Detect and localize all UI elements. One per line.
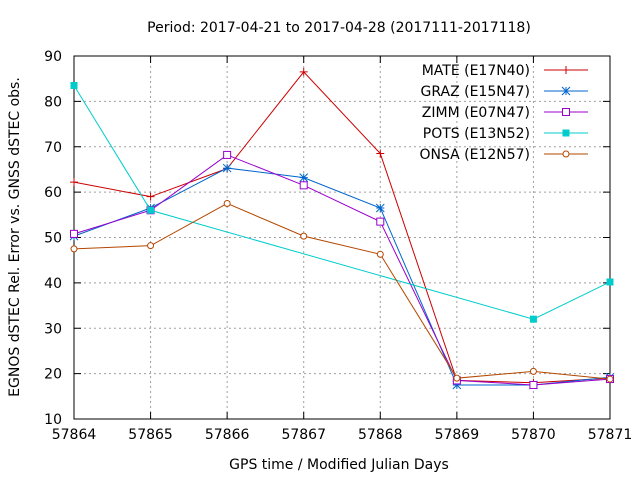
y-axis-label: EGNOS dSTEC Rel. Error vs. GNSS dSTEC ob… <box>7 77 23 397</box>
chart-title: Period: 2017-04-21 to 2017-04-28 (201711… <box>147 20 531 36</box>
legend-marker-onsa <box>562 150 570 158</box>
data-point-graz <box>452 380 462 390</box>
legend-label-graz: GRAZ (E15N47) <box>421 84 531 100</box>
x-tick-label: 57871 <box>588 427 633 443</box>
data-point-onsa <box>70 245 78 253</box>
series-zimm <box>70 150 614 389</box>
data-point-graz <box>299 173 309 182</box>
y-tick-label: 70 <box>44 140 62 156</box>
series-line-zimm <box>73 154 611 386</box>
legend-label-onsa: ONSA (E12N57) <box>419 147 530 163</box>
data-point-pots <box>147 206 155 214</box>
data-point-graz <box>375 203 385 213</box>
series-pots <box>70 81 614 323</box>
y-tick-label: 40 <box>44 276 62 292</box>
x-tick-label: 57864 <box>52 427 97 443</box>
x-tick-label: 57865 <box>128 427 173 443</box>
data-point-zimm <box>529 380 538 389</box>
series-group <box>69 67 615 390</box>
legend-label-zimm: ZIMM (E07N47) <box>422 105 530 121</box>
data-point-onsa <box>223 199 231 207</box>
series-line-graz <box>73 167 611 386</box>
legend-label-mate: MATE (E17N40) <box>422 63 530 79</box>
series-graz <box>69 163 615 390</box>
legend-marker-graz <box>561 86 571 96</box>
x-tick-label: 57870 <box>511 427 556 443</box>
y-tick-label: 20 <box>44 367 62 383</box>
x-tick-label: 57866 <box>205 427 250 443</box>
data-point-mate <box>70 178 78 187</box>
data-point-mate <box>376 149 385 158</box>
legend-label-pots: POTS (E13N52) <box>423 126 530 142</box>
series-onsa <box>70 199 614 383</box>
y-tick-label: 30 <box>44 321 62 337</box>
data-point-onsa <box>376 250 384 258</box>
series-line-onsa <box>73 202 611 380</box>
data-point-onsa <box>300 232 308 240</box>
series-mate <box>70 67 614 387</box>
data-point-mate <box>299 67 308 76</box>
y-tick-label: 50 <box>44 231 62 247</box>
x-tick-label: 57868 <box>358 427 403 443</box>
data-point-zimm <box>223 150 232 159</box>
data-point-graz <box>222 163 232 173</box>
series-line-pots <box>73 85 611 320</box>
x-axis-label: GPS time / Modified Julian Days <box>229 457 449 473</box>
data-point-pots <box>606 278 614 286</box>
y-tick-label: 10 <box>44 412 62 428</box>
series-line-mate <box>73 71 611 384</box>
data-point-zimm <box>70 229 78 238</box>
y-tick-label: 60 <box>44 185 62 201</box>
data-point-mate <box>146 192 155 201</box>
data-point-zimm <box>376 217 385 226</box>
data-point-onsa <box>147 242 155 250</box>
legend-marker-zimm <box>562 108 570 116</box>
grid <box>74 56 610 419</box>
y-tick-label: 90 <box>44 49 62 65</box>
axis-ticks: 57864 57865 57866 57867 57868 57869 57870 57871… <box>44 49 632 443</box>
legend: MATE (E17N40) GRAZ (E15N47) ZIMM (E07N47) P… <box>419 63 588 163</box>
x-tick-label: 57867 <box>281 427 326 443</box>
data-point-onsa <box>453 374 461 382</box>
data-point-zimm <box>299 181 308 190</box>
data-point-onsa <box>529 367 537 375</box>
data-point-onsa <box>606 375 614 383</box>
data-point-pots <box>70 81 78 89</box>
legend-marker-pots <box>562 129 570 137</box>
legend-marker-mate <box>562 66 570 74</box>
y-tick-label: 80 <box>44 94 62 110</box>
data-point-pots <box>529 315 537 323</box>
x-tick-label: 57869 <box>435 427 480 443</box>
